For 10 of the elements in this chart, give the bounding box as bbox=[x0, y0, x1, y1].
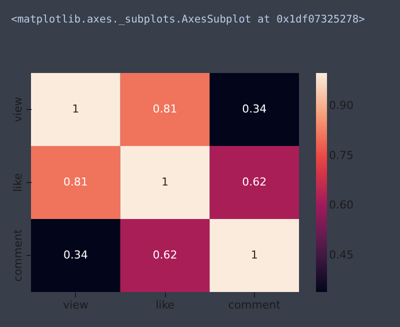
data-label: 0.62 bbox=[242, 176, 267, 188]
data-label: 1 bbox=[72, 102, 80, 116]
data-label: 0.34 bbox=[242, 102, 267, 116]
data-label: 0.81 bbox=[152, 102, 178, 116]
data-label: 0.62 bbox=[152, 248, 178, 262]
data-label: 0.81 bbox=[63, 176, 88, 188]
data-label: 1 bbox=[250, 248, 258, 262]
data-label: 0.34 bbox=[63, 248, 88, 262]
chart-title: <matplotlib.axes._subplots.AxesSubplot at 0x1df07325278> bbox=[11, 14, 366, 26]
data-label: 1 bbox=[162, 176, 168, 188]
